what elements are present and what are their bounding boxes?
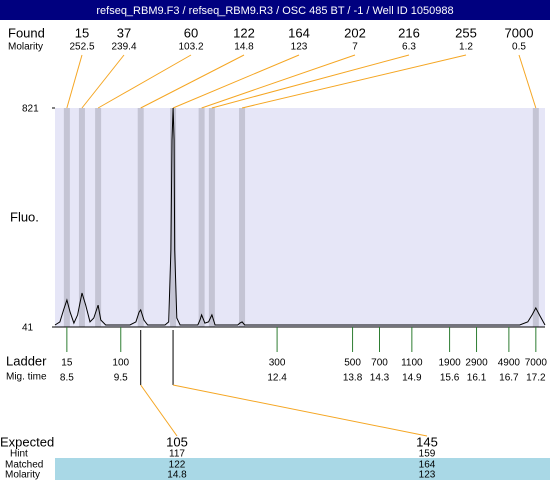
plot-area [55, 108, 545, 327]
peak-connector [172, 54, 300, 109]
peak-band [198, 108, 205, 327]
found-molarity: 239.4 [111, 42, 136, 53]
peak-band [95, 108, 102, 327]
ladder-label: Ladder [6, 353, 47, 368]
found-size: 37 [117, 25, 131, 40]
found-size: 60 [184, 25, 198, 40]
peak-band [170, 108, 177, 327]
peak-band [239, 108, 246, 327]
peak-connector [201, 54, 356, 109]
mig-time-label: Mig. time [6, 372, 47, 383]
peak-connector [211, 54, 410, 109]
found-molarity: 0.5 [512, 42, 526, 53]
match-connector [140, 384, 178, 437]
ladder-time: 8.5 [60, 373, 74, 384]
found-size: 164 [288, 25, 310, 40]
molarity-label: Molarity [8, 42, 43, 53]
ladder-time: 16.7 [499, 373, 519, 384]
ladder-time: 16.1 [467, 373, 487, 384]
found-size: 202 [344, 25, 366, 40]
peak-connector [518, 54, 537, 109]
ladder-size: 15 [61, 358, 73, 369]
ladder-time: 13.8 [343, 373, 363, 384]
ladder-time: 9.5 [114, 373, 128, 384]
match-connector [172, 384, 428, 437]
peak-band [208, 108, 215, 327]
ladder-size: 300 [269, 358, 286, 369]
header-title: refseq_RBM9.F3 / refseq_RBM9.R3 / OSC 48… [96, 5, 453, 17]
matched-molarity: 123 [419, 470, 436, 480]
expected-size: 105 [166, 434, 188, 449]
ladder-time: 14.3 [370, 373, 390, 384]
y-tick-label: 41 [22, 323, 34, 334]
peak-connector [81, 54, 125, 109]
found-size: 255 [455, 25, 477, 40]
matched-size: 122 [169, 460, 186, 471]
peak-connector [140, 54, 245, 109]
y-tick-label: 821 [22, 104, 39, 115]
found-molarity: 14.8 [234, 42, 254, 53]
ladder-size: 2900 [465, 358, 488, 369]
found-molarity: 123 [291, 42, 308, 53]
peak-band [63, 108, 70, 327]
ladder-size: 7000 [525, 358, 548, 369]
hint-label: Hint [10, 449, 28, 460]
peak-band [532, 108, 539, 327]
found-size: 216 [398, 25, 420, 40]
found-size: 122 [233, 25, 255, 40]
header-bar [0, 0, 550, 20]
found-molarity: 252.5 [69, 42, 94, 53]
ladder-size: 100 [112, 358, 129, 369]
found-molarity: 1.2 [459, 42, 473, 53]
peak-band [78, 108, 85, 327]
matched-highlight [55, 458, 550, 480]
matched-molarity: 14.8 [167, 470, 187, 480]
found-molarity: 7 [352, 42, 358, 53]
ladder-size: 1100 [401, 358, 423, 369]
found-size: 7000 [505, 25, 534, 40]
trace [54, 107, 546, 326]
hint-size: 159 [419, 449, 436, 460]
expected-molarity-label: Molarity [5, 470, 40, 480]
matched-size: 164 [419, 460, 436, 471]
ladder-time: 12.4 [267, 373, 287, 384]
hint-size: 117 [169, 449, 185, 460]
ladder-size: 500 [344, 358, 361, 369]
found-size: 15 [75, 25, 89, 40]
peak-connector [66, 54, 83, 109]
ladder-time: 14.9 [402, 373, 422, 384]
found-molarity: 6.3 [402, 42, 416, 53]
matched-label: Matched [5, 460, 43, 471]
found-label: Found [8, 25, 45, 40]
ladder-time: 15.6 [440, 373, 460, 384]
ladder-size: 4900 [498, 358, 521, 369]
peak-band [137, 108, 144, 327]
expected-label: Expected [0, 434, 54, 449]
peak-connector [241, 54, 467, 109]
ladder-size: 700 [371, 358, 388, 369]
expected-size: 145 [416, 434, 438, 449]
ladder-size: 1900 [438, 358, 461, 369]
found-molarity: 103.2 [178, 42, 203, 53]
peak-connector [97, 54, 192, 109]
y-axis-label: Fluo. [10, 209, 39, 224]
ladder-time: 17.2 [526, 373, 546, 384]
